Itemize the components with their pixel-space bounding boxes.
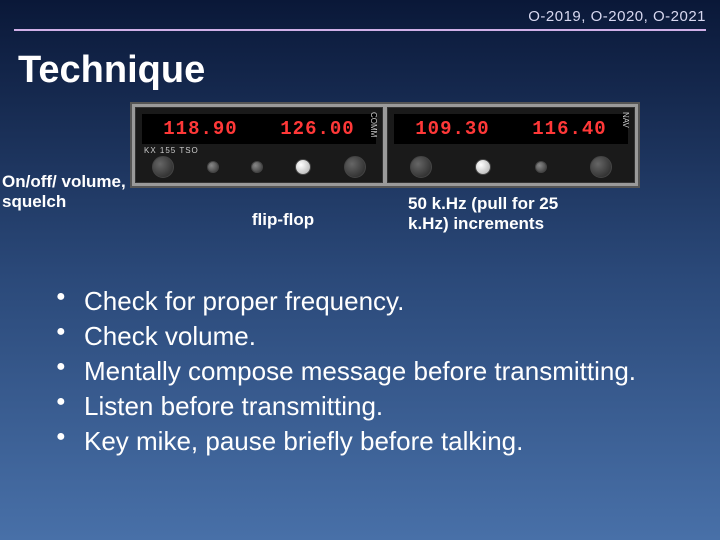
header: O-2019, O-2020, O-2021 — [0, 0, 720, 31]
bullet-list: Check for proper frequency. Check volume… — [56, 284, 684, 459]
model-label: KX 155 TSO — [144, 146, 199, 155]
radio-diagram: 118.90 126.00 KX 155 TSO COMM 109.30 116… — [80, 102, 640, 272]
volume-knob-icon — [152, 156, 174, 178]
volume-knob-icon — [410, 156, 432, 178]
radio-bezel: 118.90 126.00 KX 155 TSO COMM 109.30 116… — [130, 102, 640, 188]
comm-panel: 118.90 126.00 KX 155 TSO COMM — [135, 107, 383, 183]
nav-freq-active: 109.30 — [415, 118, 489, 140]
divider — [14, 29, 706, 31]
list-item: Mentally compose message before transmit… — [56, 354, 684, 389]
callout-onoff: On/off/ volume, squelch — [2, 172, 132, 213]
list-item: Check volume. — [56, 319, 684, 354]
comm-freq-standby: 126.00 — [280, 118, 354, 140]
comm-lcd: 118.90 126.00 — [142, 114, 376, 144]
comm-corner: COMM — [369, 112, 378, 137]
flipflop-button-icon — [475, 159, 491, 175]
page-title: Technique — [18, 49, 720, 92]
nav-panel: 109.30 116.40 NAV — [387, 107, 635, 183]
flipflop-button-icon — [295, 159, 311, 175]
callout-increments: 50 k.Hz (pull for 25 k.Hz) increments — [408, 194, 588, 235]
list-item: Check for proper frequency. — [56, 284, 684, 319]
doc-codes: O-2019, O-2020, O-2021 — [14, 8, 706, 25]
nav-lcd: 109.30 116.40 — [394, 114, 628, 144]
small-knob-icon — [207, 161, 219, 173]
nav-knobs — [388, 156, 634, 178]
list-item: Listen before transmitting. — [56, 389, 684, 424]
tune-knob-icon — [590, 156, 612, 178]
small-knob-icon — [535, 161, 547, 173]
small-knob-icon — [251, 161, 263, 173]
nav-freq-standby: 116.40 — [532, 118, 606, 140]
comm-knobs — [136, 156, 382, 178]
list-item: Key mike, pause briefly before talking. — [56, 424, 684, 459]
callout-flipflop: flip-flop — [228, 210, 338, 230]
tune-knob-icon — [344, 156, 366, 178]
comm-freq-active: 118.90 — [163, 118, 237, 140]
nav-corner: NAV — [621, 112, 630, 128]
